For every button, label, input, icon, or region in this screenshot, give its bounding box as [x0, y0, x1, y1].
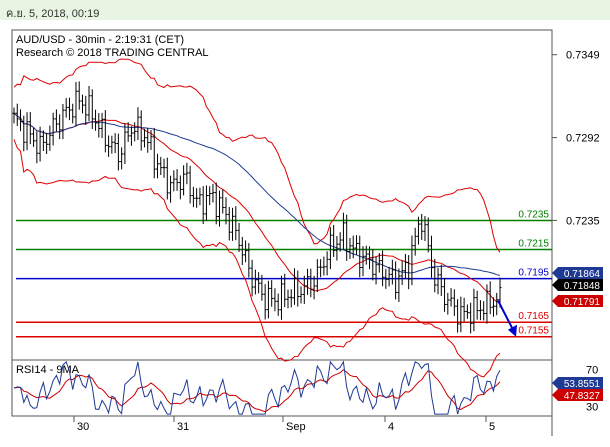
x-tick-label-3: 4	[388, 421, 394, 433]
price-chart: AUD/USD - 30min - 2:19:31 (CET) Research…	[11, 29, 603, 436]
rsi-ma-line	[13, 369, 501, 413]
price-tag-2-bg	[552, 295, 603, 307]
level-label-1: 0.7215	[518, 239, 549, 250]
rsi-tick-label-1: 30	[586, 402, 598, 414]
chart-subtitle: Research © 2018 TRADING CENTRAL	[16, 47, 209, 59]
price-tag-1: 0.71848	[564, 281, 601, 292]
x-tick-label-4: 5	[489, 421, 495, 433]
y-tick-label-2: 0.7235	[566, 215, 600, 227]
moving-average	[13, 112, 501, 276]
rsi-tag-1: 47.8327	[564, 391, 601, 402]
bollinger-middle	[13, 112, 501, 304]
level-label-3: 0.7165	[518, 311, 549, 322]
y-tick-label-0: 0.7349	[566, 50, 600, 62]
x-tick-label-1: 31	[177, 421, 189, 433]
rsi-panel-border	[11, 359, 553, 417]
level-label-2: 0.7195	[518, 268, 549, 279]
axis-labels: 0.7349 0.7292 0.7235 70 30 30 31 Sep 4 5	[73, 50, 600, 433]
price-tag-0: 0.71864	[564, 269, 601, 280]
support-resistance-levels: 0.7235 0.7215 0.7195 0.7165 0.7155	[16, 209, 552, 338]
bollinger-lower	[13, 139, 501, 378]
y-tick-label-1: 0.7292	[566, 133, 600, 145]
rsi-tag-0: 53.8551	[564, 379, 601, 390]
rsi-tag-1-bg	[552, 389, 603, 401]
rsi-label: RSI14 - 9MA	[16, 364, 80, 376]
forecast-arrow-line	[497, 299, 514, 331]
level-label-0: 0.7235	[518, 209, 549, 220]
bollinger-upper	[13, 58, 501, 253]
rsi-tag-0-bg	[552, 377, 603, 389]
rsi-tick-label-0: 70	[586, 364, 598, 376]
timestamp: ค.ย. 5, 2018, 00:19	[6, 8, 100, 20]
rsi-line	[13, 360, 501, 415]
bollinger-bands	[13, 58, 501, 378]
price-tag-1-bg	[552, 279, 603, 291]
x-tick-label-2: Sep	[286, 421, 306, 433]
chart-title: AUD/USD - 30min - 2:19:31 (CET)	[16, 34, 184, 46]
price-tag-0-bg	[552, 267, 603, 279]
top-bar: ค.ย. 5, 2018, 00:19	[0, 0, 610, 20]
forecast-arrow-head	[508, 324, 517, 337]
chart-frame: AUD/USD - 30min - 2:19:31 (CET) Research…	[0, 20, 610, 442]
x-tick-label-0: 30	[77, 421, 89, 433]
price-bars	[12, 81, 517, 337]
rsi-lines	[13, 360, 501, 415]
level-label-4: 0.7155	[518, 326, 549, 337]
price-tag-2: 0.71791	[564, 297, 601, 308]
